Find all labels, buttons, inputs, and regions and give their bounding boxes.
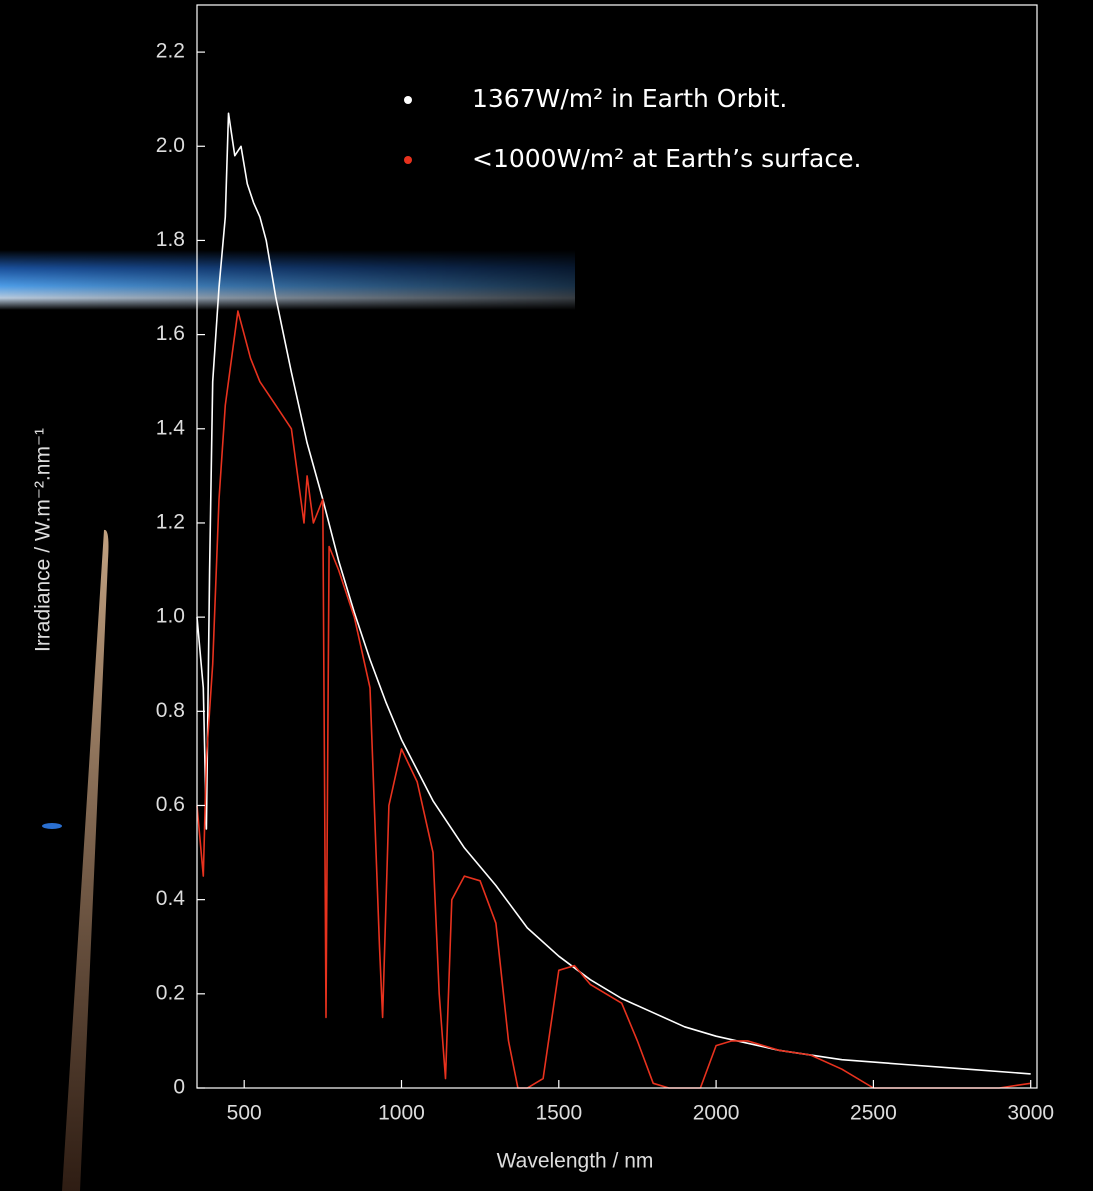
x-tick-label: 1000 [378, 1102, 425, 1125]
series-line [196, 310, 1031, 1089]
y-axis-label: Irradiance / W.m⁻².nm⁻¹ [32, 428, 55, 652]
y-tick-label: 0.6 [156, 793, 185, 816]
y-tick-label: 1.2 [156, 511, 185, 534]
y-tick-label: 0.8 [156, 699, 185, 722]
rocket-trail [62, 529, 109, 1191]
photo-spot [42, 823, 62, 829]
x-tick-label: 500 [227, 1102, 262, 1125]
x-axis-label: Wavelength / nm [497, 1150, 654, 1173]
y-tick-label: 2.2 [156, 40, 185, 63]
x-tick-label: 2500 [850, 1102, 897, 1125]
legend-marker [404, 96, 412, 104]
plot-frame [196, 4, 1038, 1089]
horizon-photo [0, 250, 575, 310]
y-tick-label: 1.4 [156, 416, 186, 439]
y-tick-label: 1.8 [156, 228, 185, 251]
series-line [196, 112, 1031, 1075]
y-tick-label: 1.6 [156, 322, 185, 345]
y-tick-label: 0 [173, 1076, 185, 1099]
y-tick-label: 0.2 [156, 981, 185, 1004]
y-tick-label: 1.0 [156, 605, 185, 628]
legend-label: <1000W/m² at Earth’s surface. [472, 144, 861, 173]
y-tick-label: 0.4 [156, 887, 186, 910]
x-tick-label: 3000 [1007, 1102, 1054, 1125]
x-tick-label: 2000 [693, 1102, 740, 1125]
legend-label: 1367W/m² in Earth Orbit. [472, 84, 787, 113]
y-tick-label: 2.0 [156, 134, 185, 157]
x-tick-label: 1500 [535, 1102, 582, 1125]
legend-marker [404, 156, 412, 164]
